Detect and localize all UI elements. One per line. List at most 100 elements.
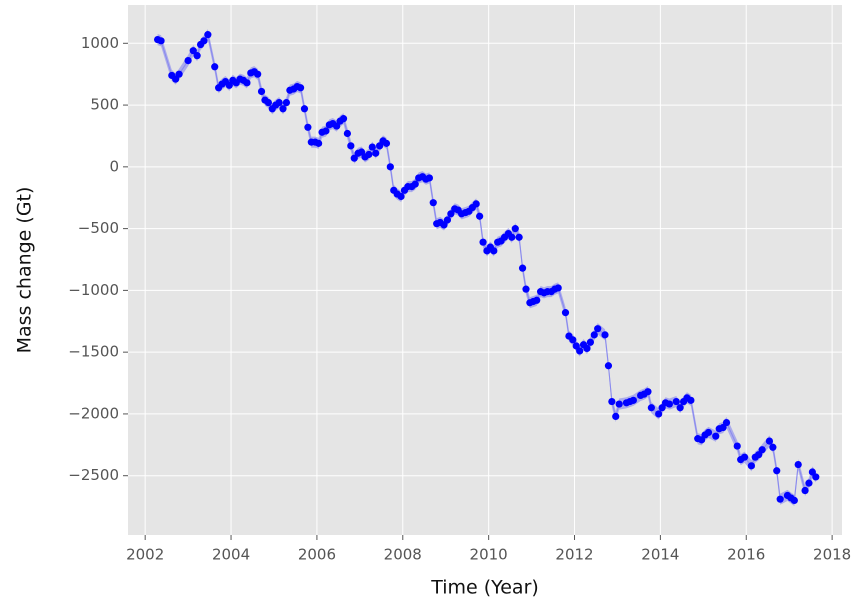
data-point xyxy=(368,143,376,151)
data-point xyxy=(590,331,598,339)
data-point xyxy=(443,216,452,224)
data-point xyxy=(687,396,695,404)
data-point xyxy=(479,238,487,246)
data-point xyxy=(386,163,394,171)
data-point xyxy=(425,174,433,182)
data-point xyxy=(569,336,577,344)
data-point xyxy=(339,115,348,123)
y-tick-label: −2500 xyxy=(68,466,119,484)
x-tick-label: 2002 xyxy=(126,546,164,564)
data-point xyxy=(157,37,165,45)
x-tick-label: 2012 xyxy=(555,546,593,564)
data-point xyxy=(672,397,680,406)
data-point xyxy=(515,233,523,241)
data-point xyxy=(604,362,613,370)
data-point xyxy=(629,396,637,404)
data-point xyxy=(812,473,820,481)
data-point xyxy=(243,79,251,87)
x-tick-label: 2018 xyxy=(813,546,851,564)
data-point xyxy=(508,233,516,241)
data-point xyxy=(722,418,731,427)
data-point xyxy=(769,443,777,451)
data-point xyxy=(343,129,351,138)
data-point xyxy=(300,105,309,113)
data-point xyxy=(615,400,623,408)
x-tick-label: 2016 xyxy=(727,546,765,564)
data-point xyxy=(296,84,305,92)
data-point xyxy=(647,404,655,412)
data-point xyxy=(765,437,774,445)
data-point xyxy=(747,462,756,470)
data-point xyxy=(790,496,798,505)
data-point xyxy=(561,309,570,317)
data-point xyxy=(322,127,330,135)
data-point xyxy=(347,142,355,150)
data-point xyxy=(372,149,380,157)
data-point xyxy=(304,123,312,131)
data-point xyxy=(665,400,674,408)
data-point xyxy=(533,296,541,304)
data-point xyxy=(472,200,480,208)
data-point xyxy=(583,344,591,353)
data-point xyxy=(758,446,766,454)
y-tick-label: 1000 xyxy=(81,34,119,52)
x-tick-label: 2008 xyxy=(384,546,422,564)
data-point xyxy=(279,105,287,113)
y-tick-label: −1500 xyxy=(68,343,119,361)
data-point xyxy=(655,410,663,418)
data-point xyxy=(805,479,813,487)
data-point xyxy=(733,442,741,450)
y-tick-label: 500 xyxy=(90,96,119,114)
data-point xyxy=(189,47,197,55)
data-point xyxy=(608,397,616,406)
x-tick-label: 2004 xyxy=(212,546,250,564)
data-point xyxy=(554,284,562,292)
data-point xyxy=(447,210,455,218)
data-point xyxy=(365,150,373,159)
data-point xyxy=(576,347,584,355)
data-point xyxy=(586,338,595,346)
data-point xyxy=(397,192,405,201)
x-axis-title: Time (Year) xyxy=(430,577,539,599)
data-point xyxy=(740,453,749,461)
y-axis-title: Mass change (Gt) xyxy=(14,187,36,354)
data-point xyxy=(601,331,609,339)
data-point xyxy=(522,285,530,293)
data-point xyxy=(282,98,291,107)
data-point xyxy=(612,412,620,420)
data-point xyxy=(275,98,283,107)
data-point xyxy=(211,63,219,71)
data-point xyxy=(257,87,266,96)
data-point xyxy=(594,325,602,333)
x-tick-label: 2006 xyxy=(298,546,336,564)
data-point xyxy=(644,388,652,396)
data-point xyxy=(382,139,391,147)
data-point xyxy=(776,495,784,503)
plot-area xyxy=(128,5,842,535)
data-point xyxy=(193,52,201,60)
data-point xyxy=(184,56,192,65)
data-point xyxy=(773,467,781,475)
data-point xyxy=(518,264,527,272)
data-point xyxy=(511,225,519,233)
data-point xyxy=(175,70,183,78)
data-point xyxy=(490,247,498,255)
y-tick-label: −2000 xyxy=(68,404,119,422)
x-tick-label: 2014 xyxy=(641,546,679,564)
data-point xyxy=(315,139,323,147)
x-tick-label: 2010 xyxy=(470,546,508,564)
data-point xyxy=(704,428,713,437)
data-point xyxy=(429,199,437,207)
y-tick-label: −1000 xyxy=(68,281,119,299)
y-tick-label: 0 xyxy=(109,157,119,175)
data-point xyxy=(200,37,208,45)
data-point xyxy=(676,404,684,412)
data-point xyxy=(254,70,262,78)
data-point xyxy=(204,31,212,39)
data-point xyxy=(350,154,358,162)
data-point xyxy=(476,212,484,220)
data-point xyxy=(411,180,419,188)
y-tick-label: −500 xyxy=(78,219,119,237)
data-point xyxy=(801,486,809,495)
